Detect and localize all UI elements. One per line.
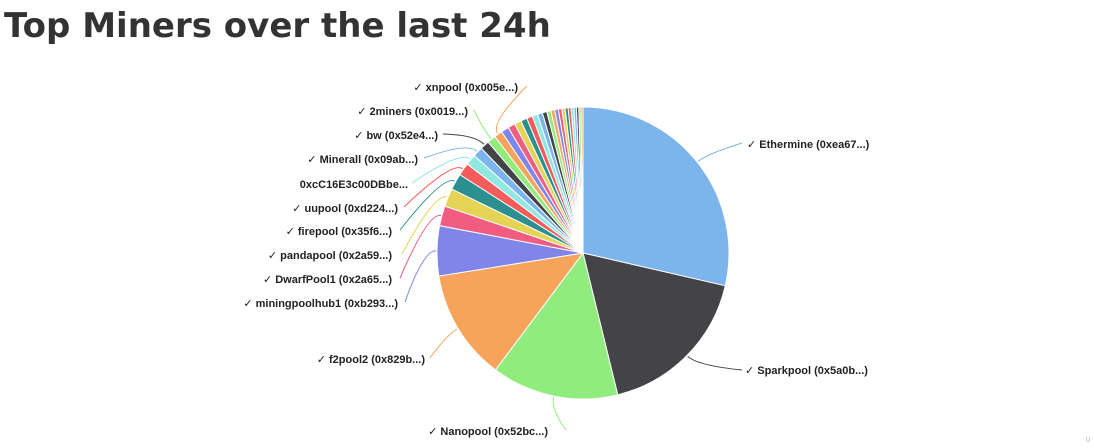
slice-label: ✓ Nanopool (0x52bc...) — [428, 426, 548, 438]
connector-line — [442, 133, 485, 145]
slice-label: ✓ bw (0x52e4...) — [354, 130, 438, 142]
connector-line — [423, 147, 478, 159]
slice-label: 0xcC16E3c00DBbe... — [300, 179, 408, 191]
connector-line — [429, 328, 458, 359]
slice-label: ✓ f2pool2 (0x829b...) — [317, 354, 426, 366]
slice-label: ✓ Ethermine (0xea67...) — [747, 139, 870, 151]
connector-line — [697, 142, 743, 162]
pie-slice[interactable] — [580, 106, 584, 254]
connector-line — [399, 214, 442, 279]
slice-label: ✓ miningpoolhub1 (0xb293...) — [243, 298, 398, 310]
slice-label: ✓ firepool (0x35f6...) — [286, 226, 393, 238]
slice-label: ✓ 2miners (0x0019...) — [357, 106, 468, 118]
connector-line — [495, 85, 528, 134]
connector-line — [411, 156, 471, 184]
connector-line — [401, 196, 448, 255]
pie-slice[interactable] — [438, 252, 585, 371]
slice-label: ✓ pandapool (0x2a59...) — [268, 250, 392, 262]
connector-line — [403, 167, 463, 208]
pie-slice[interactable] — [582, 252, 726, 396]
slice-label: ✓ xnpool (0x005e...) — [413, 82, 518, 94]
connector-line — [473, 109, 492, 139]
slice-label: ✓ uupool (0xd224...) — [292, 203, 398, 215]
slice-label: ✓ DwarfPool1 (0x2a65...) — [263, 274, 392, 286]
connector-line — [404, 250, 437, 303]
connector-line — [399, 180, 455, 231]
pie-slice[interactable] — [494, 251, 619, 400]
page-title: Top Miners over the last 24h — [4, 6, 551, 46]
slice-label: ✓ Sparkpool (0x5a0b...) — [745, 365, 868, 377]
corner-mark: ᵁ — [1086, 436, 1090, 446]
connector-line — [687, 355, 743, 371]
slice-label: ✓ Minerall (0x09ab...) — [307, 154, 418, 166]
pie-slice[interactable] — [582, 106, 730, 287]
connector-line — [552, 396, 567, 431]
